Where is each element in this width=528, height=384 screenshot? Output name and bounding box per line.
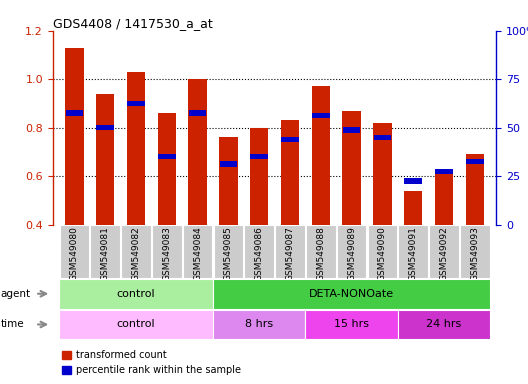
Text: GSM549089: GSM549089 xyxy=(347,226,356,281)
Text: time: time xyxy=(1,319,24,329)
Legend: transformed count, percentile rank within the sample: transformed count, percentile rank withi… xyxy=(58,346,245,379)
Bar xyxy=(281,121,299,225)
Bar xyxy=(435,169,452,174)
Text: GSM549088: GSM549088 xyxy=(316,226,325,281)
FancyBboxPatch shape xyxy=(305,310,398,339)
Bar xyxy=(373,123,392,225)
Bar xyxy=(158,154,175,159)
Text: control: control xyxy=(117,319,155,329)
Text: 24 hrs: 24 hrs xyxy=(426,319,461,329)
Bar xyxy=(220,161,237,167)
Bar xyxy=(65,48,83,225)
Bar xyxy=(466,154,484,225)
FancyBboxPatch shape xyxy=(244,225,274,278)
Text: GSM549080: GSM549080 xyxy=(70,226,79,281)
Text: GSM549092: GSM549092 xyxy=(439,226,448,281)
Text: GDS4408 / 1417530_a_at: GDS4408 / 1417530_a_at xyxy=(53,17,213,30)
Bar xyxy=(312,113,329,118)
Bar xyxy=(96,94,115,225)
Bar xyxy=(250,128,268,225)
FancyBboxPatch shape xyxy=(213,310,305,339)
Bar xyxy=(250,154,268,159)
FancyBboxPatch shape xyxy=(337,225,366,278)
Bar xyxy=(342,111,361,225)
Text: GSM549082: GSM549082 xyxy=(131,226,140,281)
FancyBboxPatch shape xyxy=(399,225,428,278)
FancyBboxPatch shape xyxy=(60,225,89,278)
Text: GSM549086: GSM549086 xyxy=(254,226,263,281)
Bar xyxy=(219,137,238,225)
FancyBboxPatch shape xyxy=(275,225,305,278)
FancyBboxPatch shape xyxy=(213,279,490,308)
Bar xyxy=(466,159,484,164)
Text: control: control xyxy=(117,289,155,299)
Text: GSM549081: GSM549081 xyxy=(101,226,110,281)
FancyBboxPatch shape xyxy=(460,225,489,278)
Text: GSM549090: GSM549090 xyxy=(378,226,387,281)
FancyBboxPatch shape xyxy=(183,225,212,278)
Bar xyxy=(65,111,83,116)
Text: GSM549084: GSM549084 xyxy=(193,226,202,281)
Bar xyxy=(127,72,145,225)
Bar xyxy=(157,113,176,225)
FancyBboxPatch shape xyxy=(59,310,213,339)
FancyBboxPatch shape xyxy=(367,225,397,278)
Text: GSM549093: GSM549093 xyxy=(470,226,479,281)
Bar xyxy=(127,101,145,106)
Text: 8 hrs: 8 hrs xyxy=(245,319,273,329)
Bar xyxy=(188,79,207,225)
Text: GSM549091: GSM549091 xyxy=(409,226,418,281)
Text: GSM549083: GSM549083 xyxy=(162,226,171,281)
FancyBboxPatch shape xyxy=(213,225,243,278)
FancyBboxPatch shape xyxy=(429,225,459,278)
Bar xyxy=(404,178,422,184)
Text: 15 hrs: 15 hrs xyxy=(334,319,369,329)
FancyBboxPatch shape xyxy=(306,225,336,278)
Bar xyxy=(281,137,299,142)
Bar xyxy=(189,111,206,116)
FancyBboxPatch shape xyxy=(121,225,151,278)
FancyBboxPatch shape xyxy=(59,279,213,308)
Text: DETA-NONOate: DETA-NONOate xyxy=(309,289,394,299)
Text: GSM549085: GSM549085 xyxy=(224,226,233,281)
Text: agent: agent xyxy=(1,289,31,299)
Bar xyxy=(404,191,422,225)
FancyBboxPatch shape xyxy=(90,225,120,278)
FancyBboxPatch shape xyxy=(152,225,182,278)
Bar xyxy=(97,125,114,130)
Bar xyxy=(435,171,453,225)
Bar xyxy=(374,135,391,140)
Text: GSM549087: GSM549087 xyxy=(286,226,295,281)
Bar xyxy=(312,86,330,225)
Bar xyxy=(343,127,360,133)
FancyBboxPatch shape xyxy=(398,310,490,339)
